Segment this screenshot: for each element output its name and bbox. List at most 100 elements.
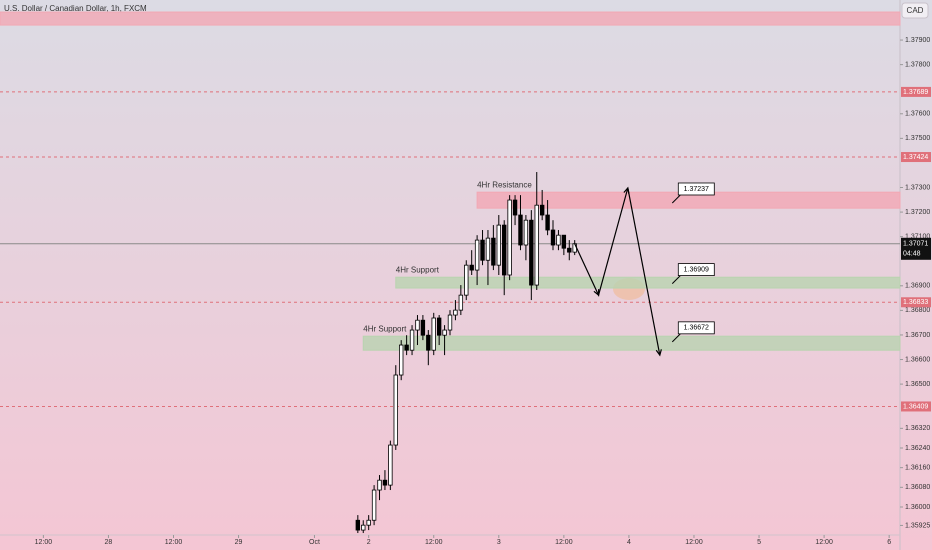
candle-body [480,239,485,261]
candle-body [371,489,377,521]
arrow-head [593,289,600,297]
candle-body [382,479,388,486]
candle-body [545,214,550,231]
candle-body [420,319,426,336]
callout-box [677,263,715,276]
candle-body [415,319,420,331]
y-tick-label: 1.36700 [905,332,930,339]
x-tick-label: 12:00 [555,539,573,546]
zone-label: 4Hr Resistance [477,180,532,189]
x-tick-label: 12:00 [425,539,443,546]
x-tick-label: 6 [887,539,891,546]
candle-body [496,224,501,266]
callout-pointer [671,333,681,343]
x-tick-label: 12:00 [165,539,183,546]
candle-body [399,344,404,376]
candle-body [567,247,572,253]
x-tick-label: 5 [757,539,761,546]
candle-body [447,314,453,331]
level-label: 1.37424 [903,154,928,161]
y-tick-label: 1.37200 [905,209,930,216]
candle-body [366,519,371,526]
y-tick-label: 1.37300 [905,184,930,191]
y-tick-label: 1.36600 [905,356,930,363]
callout-label: 1.37237 [684,186,709,193]
y-tick-label: 1.37100 [905,234,930,241]
projection-path [574,187,661,356]
callout-label: 1.36909 [684,266,709,273]
currency-label: CAD [907,6,924,15]
y-tick-label: 1.36320 [905,425,930,432]
y-tick-label: 1.36000 [905,504,930,511]
candle-body [518,214,523,246]
candle-body [469,264,474,271]
candle-body [502,224,507,276]
callout-pointer [671,194,681,204]
arrow-head [655,349,662,357]
y-tick-label: 1.36500 [905,381,930,388]
candle-body [458,294,464,311]
x-tick-label: Oct [309,539,320,546]
x-tick-label: 4 [627,539,631,546]
y-tick-label: 1.37800 [905,61,930,68]
x-tick-label: 29 [235,539,243,546]
level-label: 1.36833 [903,299,928,306]
y-tick-label: 1.36240 [905,445,930,452]
price-badge [901,237,931,260]
zone [395,276,901,289]
currency-button[interactable] [901,2,929,19]
candle-body [464,264,469,296]
candle-body [409,329,415,351]
callout-box [677,182,715,196]
candle-body [436,317,442,336]
candle-body [561,234,567,249]
candle-body [426,334,431,351]
candle-body [512,199,518,216]
y-tick-label: 1.36080 [905,484,930,491]
x-tick-label: 2 [367,539,371,546]
x-tick-label: 12:00 [35,539,53,546]
y-tick-label: 1.36160 [905,465,930,472]
candle-body [507,199,512,276]
callout-label: 1.36672 [684,325,709,332]
y-tick-label: 1.35925 [905,522,930,529]
x-tick-label: 28 [105,539,113,546]
level-badge [901,86,931,97]
zone [0,11,901,26]
candle-body [393,374,398,446]
candle-body [442,329,447,336]
candle-body [539,204,545,216]
arrow-head [623,186,630,195]
candle-body [491,237,496,266]
current-price-label: 1.37071 [903,241,928,248]
candle-body [534,204,539,286]
countdown: 04:48 [903,251,921,258]
level-badge [901,297,931,308]
candle-body [453,309,458,316]
level-badge [901,152,931,163]
x-tick-label: 3 [497,539,501,546]
candle-body [361,524,366,531]
callout-box [677,321,715,335]
candle-body [355,519,361,531]
y-tick-label: 1.37600 [905,111,930,118]
level-label: 1.36409 [903,403,928,410]
chart-title: U.S. Dollar / Canadian Dollar, 1h, FXCM [4,4,147,13]
callout-pointer [671,275,681,284]
candle-body [523,219,529,246]
level-label: 1.37689 [903,89,928,96]
candle-body [485,237,491,261]
candle-body [529,219,534,286]
candle-body [404,344,409,351]
x-tick-label: 12:00 [685,539,703,546]
candle-body [556,234,561,246]
y-tick-label: 1.37500 [905,135,930,142]
candle-body [550,229,556,246]
zone-label: 4Hr Support [396,265,440,274]
candle-body [377,479,382,491]
x-tick-label: 12:00 [815,539,833,546]
candle-body [388,444,393,486]
candle-body [431,317,436,351]
